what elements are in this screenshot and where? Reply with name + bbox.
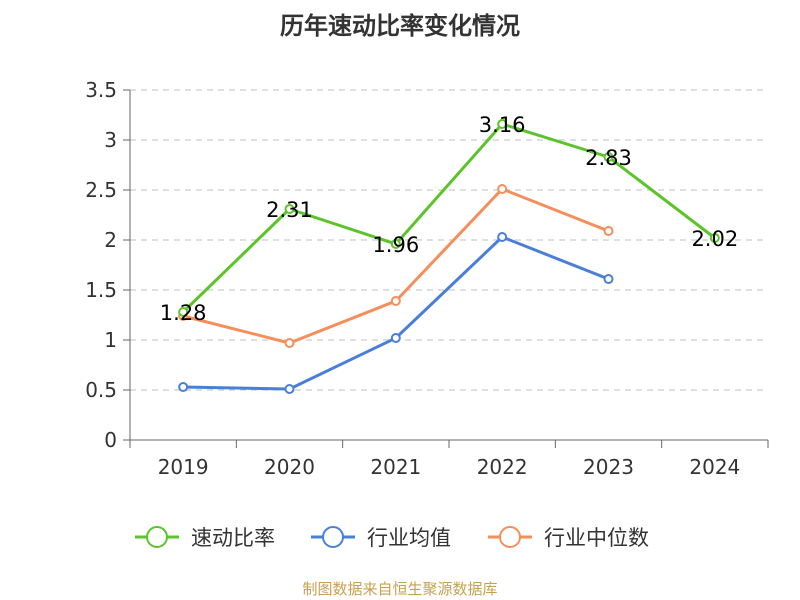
x-tick-label: 2024: [689, 455, 740, 479]
chart-title: 历年速动比率变化情况: [280, 12, 520, 40]
y-tick-label: 2: [104, 228, 117, 252]
data-point: [390, 239, 401, 249]
data-point: [497, 232, 508, 242]
data-point: [603, 226, 614, 236]
data-label: 2.02: [691, 227, 738, 251]
y-tick-label: 0: [104, 428, 117, 452]
data-point: [284, 338, 295, 348]
data-point: [497, 119, 508, 129]
y-tick-label: 0.5: [85, 378, 117, 402]
data-point: [603, 274, 614, 284]
x-tick-label: 2022: [477, 455, 528, 479]
data-point: [390, 296, 401, 306]
legend-label: 行业均值: [367, 526, 451, 550]
legend-marker: [322, 526, 344, 548]
y-tick-label: 3.5: [85, 78, 117, 102]
source-note: 制图数据来自恒生聚源数据库: [302, 580, 498, 598]
grid-lines: [130, 89, 768, 391]
series-line-1: [182, 122, 716, 314]
data-point: [284, 384, 295, 394]
data-label: 2.83: [585, 146, 632, 170]
data-point: [284, 204, 295, 214]
legend-label: 行业中位数: [544, 526, 649, 550]
legend-marker: [499, 526, 521, 548]
data-point: [497, 184, 508, 194]
data-label: 3.16: [479, 113, 526, 137]
x-tick-label: 2019: [158, 455, 209, 479]
data-point: [178, 307, 189, 317]
data-label: 2.31: [266, 198, 313, 222]
y-tick-label: 1: [104, 328, 117, 352]
data-point: [709, 233, 720, 243]
data-point: [178, 382, 189, 392]
data-point: [603, 152, 614, 162]
series-line-3: [182, 187, 610, 345]
legend-label: 速动比率: [191, 526, 275, 550]
series-line-2: [183, 235, 610, 391]
x-tick-label: 2020: [264, 455, 315, 479]
data-point: [390, 333, 401, 343]
legend: 速动比率 行业均值 行业中位数: [135, 526, 649, 550]
y-tick-label: 3: [104, 128, 117, 152]
axes: 0 0.5 1 1.5 2 2.5 3 3.5 2019 2020 2021 2022 2023 2024: [85, 78, 769, 479]
y-tick-label: 1.5: [85, 278, 117, 302]
data-label: 1.28: [160, 301, 207, 325]
series-group: [178, 119, 720, 394]
legend-marker: [146, 526, 168, 548]
x-tick-label: 2023: [583, 455, 634, 479]
x-tick-label: 2021: [370, 455, 421, 479]
data-labels: 1.28 2.31 1.96 3.16 2.83 2.02: [160, 113, 738, 325]
data-label: 1.96: [372, 233, 419, 257]
y-tick-label: 2.5: [85, 178, 117, 202]
